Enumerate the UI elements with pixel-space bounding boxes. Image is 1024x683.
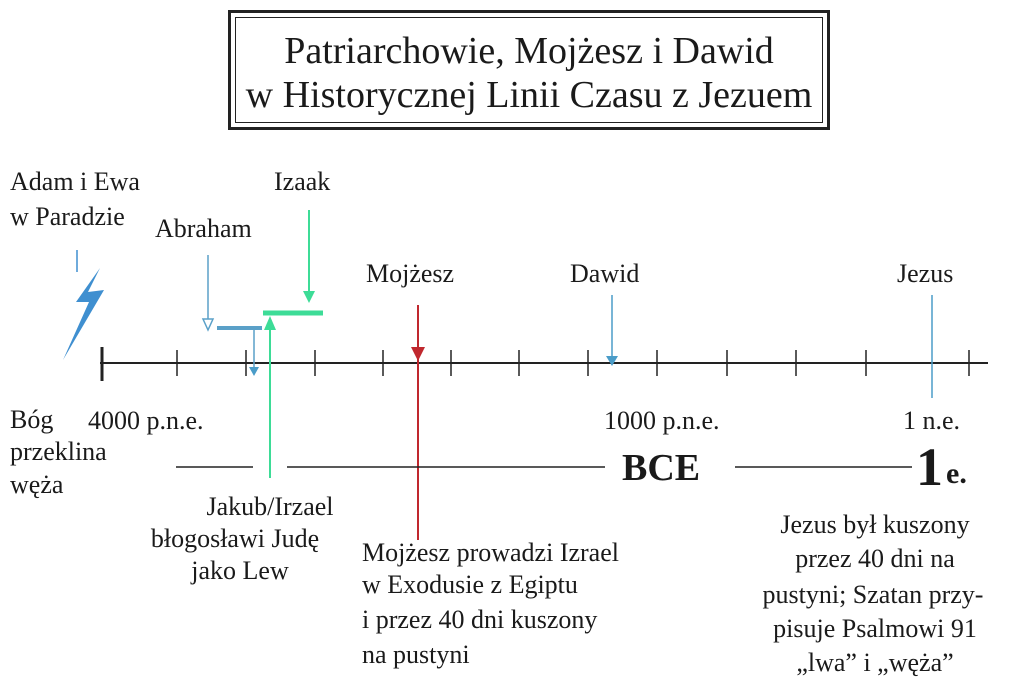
bog-label-line-1: Bóg	[10, 405, 54, 434]
izaak-label: Izaak	[274, 167, 331, 196]
jezus-label: Jezus	[897, 259, 954, 288]
dawid-arrowhead	[606, 356, 618, 366]
moses-note-line-3: i przez 40 dni kuszony	[362, 605, 598, 634]
dawid-label: Dawid	[570, 259, 640, 288]
jesus-note-line-1: Jezus był kuszony	[780, 510, 970, 539]
era-e-label: e.	[946, 457, 967, 490]
date-4000-label: 4000 p.n.e.	[88, 406, 204, 435]
moses-note-line-4: na pustyni	[362, 640, 470, 669]
adam-label-line-2: w Paradzie	[10, 202, 125, 231]
date-1-label: 1 n.e.	[903, 406, 961, 435]
izaak-arrowhead	[303, 291, 315, 303]
mojzesz-label: Mojżesz	[366, 259, 455, 288]
bog-label-line-3: węża	[10, 470, 64, 499]
jesus-note-line-2: przez 40 dni na	[795, 544, 955, 573]
adam-label-line-1: Adam i Ewa	[10, 167, 140, 196]
mojzesz-arrowhead	[411, 347, 425, 361]
moses-note-line-2: w Exodusie z Egiptu	[362, 570, 578, 599]
abraham-arrowhead	[201, 318, 215, 332]
jesus-note-line-4: pisuje Psalmowi 91	[773, 614, 977, 643]
jakub-arrowhead	[264, 316, 276, 330]
jakub-note-line-2: błogosławi Judę	[150, 524, 320, 553]
title-box: Patriarchowie, Mojżesz i Dawid w History…	[228, 10, 830, 130]
abraham-drop-arrowhead	[249, 367, 259, 376]
jesus-note-line-5: „lwa” i „węża”	[796, 648, 954, 677]
lightning-bolt-icon	[63, 268, 104, 360]
moses-note-line-1: Mojżesz prowadzi Izrael	[362, 538, 619, 567]
jakub-note-line-3: jako Lew	[191, 556, 289, 585]
abraham-label: Abraham	[155, 214, 252, 243]
bce-label: BCE	[622, 447, 701, 489]
jesus-note-line-3: pustyni; Szatan przy-	[762, 580, 984, 609]
bog-label-line-2: przeklina	[10, 437, 107, 466]
year-one-label: 1	[916, 437, 943, 497]
timeline-ticks	[176, 350, 970, 376]
jakub-note-line-1: Jakub/Irzael	[206, 492, 334, 521]
date-1000-label: 1000 p.n.e.	[604, 406, 720, 435]
